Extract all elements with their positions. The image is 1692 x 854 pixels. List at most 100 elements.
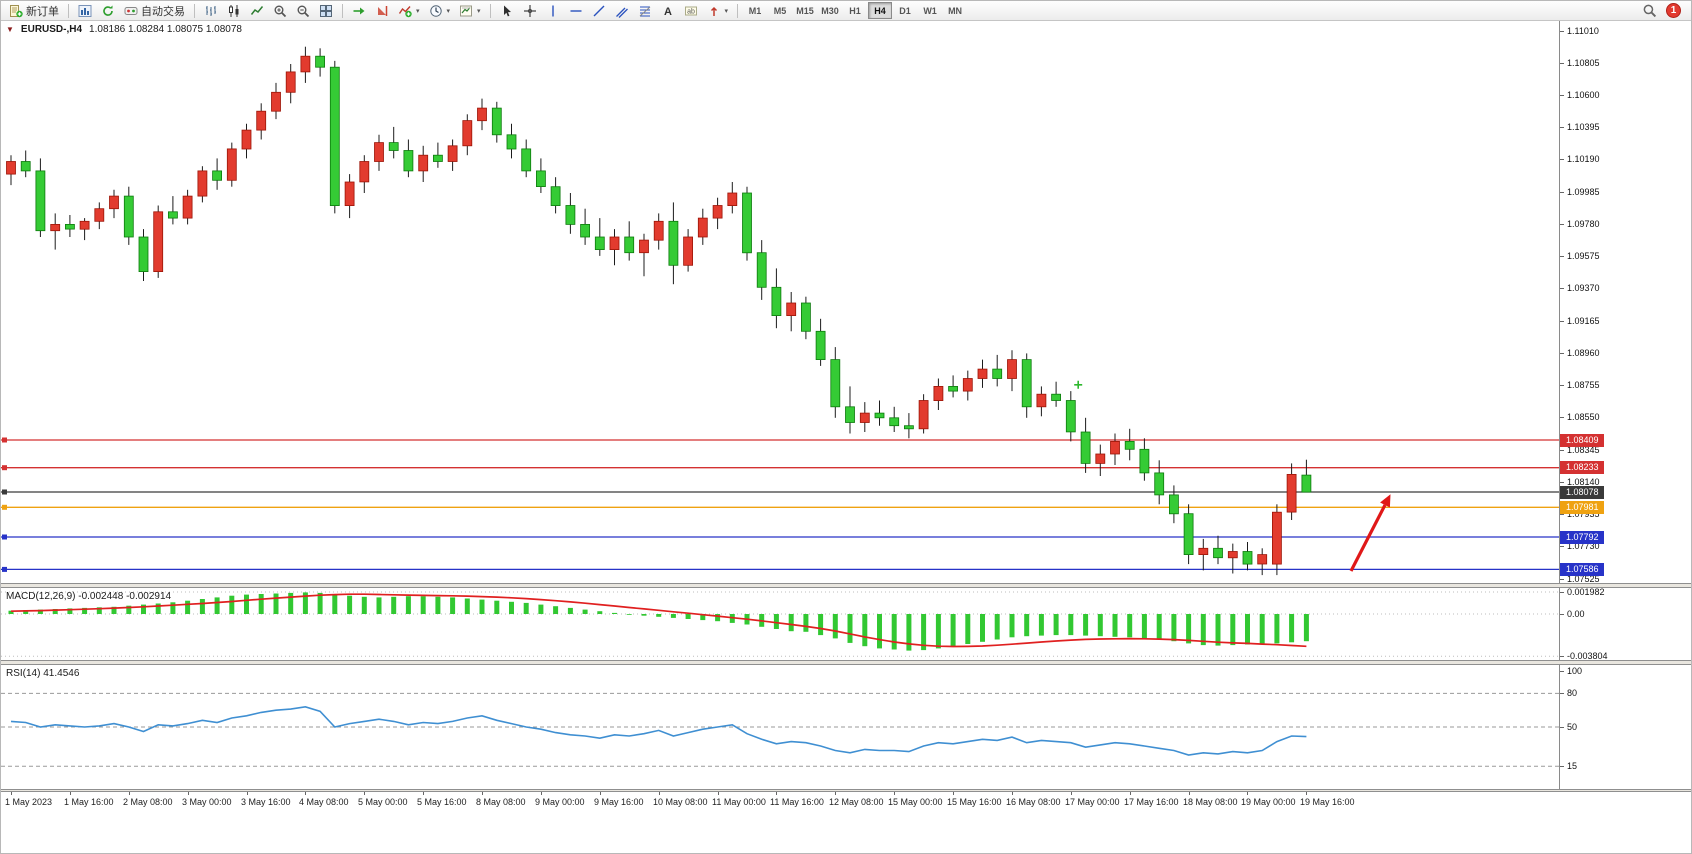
channel-icon [615, 4, 629, 18]
vertical-line-tool-button[interactable] [542, 2, 564, 20]
toolbar-separator [489, 3, 491, 18]
toolbar-separator [737, 3, 739, 18]
chevron-down-icon: ▾ [724, 7, 729, 15]
macd-axis[interactable]: 0.001982 0.00 -0.003804 [1559, 588, 1691, 660]
price-axis-label: 1.09985 [1560, 186, 1600, 197]
auto-trading-button[interactable]: 自动交易 [120, 2, 189, 20]
market-watch-button[interactable] [74, 2, 96, 20]
price-axis[interactable]: 1.11010 1.10805 1.10600 1.10395 1.10190 1.099… [1559, 21, 1691, 583]
price-axis-label: 1.08345 [1560, 444, 1600, 455]
one-click-trading-icon[interactable]: ▼ [6, 25, 14, 34]
zoom-in-button[interactable] [269, 2, 291, 20]
crosshair-icon [523, 4, 537, 18]
indicators-button[interactable]: ▾ [394, 2, 424, 20]
time-axis-label: 4 May 08:00 [299, 797, 349, 807]
timeframe-button-m15[interactable]: M15 [793, 2, 817, 19]
main-chart-panel[interactable]: ▼ EURUSD-,H4 1.08186 1.08284 1.08075 1.0… [1, 21, 1691, 583]
channel-tool-button[interactable] [611, 2, 633, 20]
chart-shift-button[interactable] [371, 2, 393, 20]
cursor-tool-button[interactable] [496, 2, 518, 20]
time-axis-label: 16 May 08:00 [1006, 797, 1061, 807]
rsi-chart[interactable] [1, 665, 1559, 789]
new-order-button[interactable]: 新订单 [5, 2, 63, 20]
hline-price-badge: 1.08409 [1560, 433, 1604, 447]
auto-scroll-button[interactable] [348, 2, 370, 20]
candlestick-icon [227, 4, 241, 18]
time-axis-tick [305, 792, 306, 795]
time-axis[interactable]: 1 May 2023 1 May 16:00 2 May 08:00 3 May 00… [1, 792, 1691, 812]
price-axis-label: 1.09780 [1560, 218, 1600, 229]
zoom-in-icon [273, 4, 287, 18]
time-axis-tick [953, 792, 954, 795]
market-watch-icon [78, 4, 92, 18]
auto-trading-icon [124, 4, 138, 18]
search-icon[interactable] [1642, 3, 1657, 18]
timeframe-button-h1[interactable]: H1 [843, 2, 867, 19]
candlestick-chart-button[interactable] [223, 2, 245, 20]
arrows-tool-button[interactable]: ▾ [703, 2, 733, 20]
timeframe-button-w1[interactable]: W1 [918, 2, 942, 19]
horizontal-line-icon [569, 4, 583, 18]
timeframe-button-m5[interactable]: M5 [768, 2, 792, 19]
refresh-icon [101, 4, 115, 18]
zoom-out-button[interactable] [292, 2, 314, 20]
toolbar-separator [68, 3, 69, 18]
timeframe-button-h4[interactable]: H4 [868, 2, 893, 19]
timeframe-button-d1[interactable]: D1 [893, 2, 917, 19]
tile-windows-button[interactable] [315, 2, 337, 20]
text-tool-button[interactable]: A [657, 2, 679, 20]
bar-chart-button[interactable] [200, 2, 222, 20]
crosshair-tool-button[interactable] [519, 2, 541, 20]
refresh-button[interactable] [97, 2, 119, 20]
symbol-period-label: EURUSD-,H4 [20, 24, 83, 35]
timeframe-button-mn[interactable]: MN [943, 2, 967, 19]
horizontal-line-tool-button[interactable] [565, 2, 587, 20]
macd-axis-label: 0.001982 [1560, 588, 1605, 597]
timeframe-button-m1[interactable]: M1 [743, 2, 767, 19]
templates-button[interactable]: ▾ [455, 2, 485, 20]
notification-badge[interactable]: 1 [1666, 3, 1681, 18]
time-axis-label: 19 May 00:00 [1241, 797, 1296, 807]
trendline-tool-button[interactable] [588, 2, 610, 20]
price-axis-label: 1.10600 [1560, 90, 1600, 100]
time-axis-label: 1 May 16:00 [64, 797, 114, 807]
periods-button[interactable]: ▾ [425, 2, 455, 20]
time-axis-label: 10 May 08:00 [653, 797, 708, 807]
toolbar-separator [342, 3, 343, 18]
text-icon: A [661, 4, 675, 18]
rsi-axis-label: 80 [1559, 687, 1578, 698]
rsi-axis[interactable]: 100 80 50 15 [1559, 665, 1691, 789]
time-axis-label: 18 May 08:00 [1183, 797, 1238, 807]
trendline-icon [592, 4, 606, 18]
price-axis-label: 1.07935 [1560, 509, 1600, 519]
macd-chart[interactable] [1, 588, 1559, 660]
candlestick-chart[interactable] [1, 21, 1559, 583]
hline-price-badge: 1.08233 [1560, 461, 1604, 475]
panel-divider[interactable] [1, 660, 1691, 665]
time-axis-tick [247, 792, 248, 795]
chevron-down-icon: ▾ [416, 7, 420, 15]
line-chart-button[interactable] [246, 2, 268, 20]
macd-title: MACD(12,26,9) -0.002448 -0.002914 [6, 591, 172, 602]
panel-divider[interactable] [1, 789, 1691, 792]
rsi-panel[interactable]: RSI(14) 41.4546 100 80 50 15 [1, 665, 1691, 789]
time-axis-tick [776, 792, 777, 795]
time-axis-tick [129, 792, 130, 795]
timeframe-button-m30[interactable]: M30 [818, 2, 842, 19]
chevron-down-icon: ▾ [477, 7, 481, 15]
template-icon [459, 4, 473, 18]
label-tool-button[interactable]: ab [680, 2, 702, 20]
time-axis-label: 11 May 00:00 [712, 797, 766, 807]
zoom-out-icon [296, 4, 310, 18]
svg-text:A: A [664, 6, 672, 18]
price-axis-label: 1.07525 [1560, 573, 1600, 583]
fibonacci-tool-button[interactable] [634, 2, 656, 20]
time-axis-tick [659, 792, 660, 795]
time-axis-label: 2 May 08:00 [123, 797, 173, 807]
panel-divider[interactable] [1, 583, 1691, 588]
macd-panel[interactable]: MACD(12,26,9) -0.002448 -0.002914 0.0019… [1, 588, 1691, 660]
chart-title-row: ▼ EURUSD-,H4 1.08186 1.08284 1.08075 1.0… [6, 24, 242, 35]
timeframe-group: M1 M5 M15 M30 H1 H4 D1 W1 MN [743, 2, 967, 19]
indicators-icon [398, 4, 412, 18]
